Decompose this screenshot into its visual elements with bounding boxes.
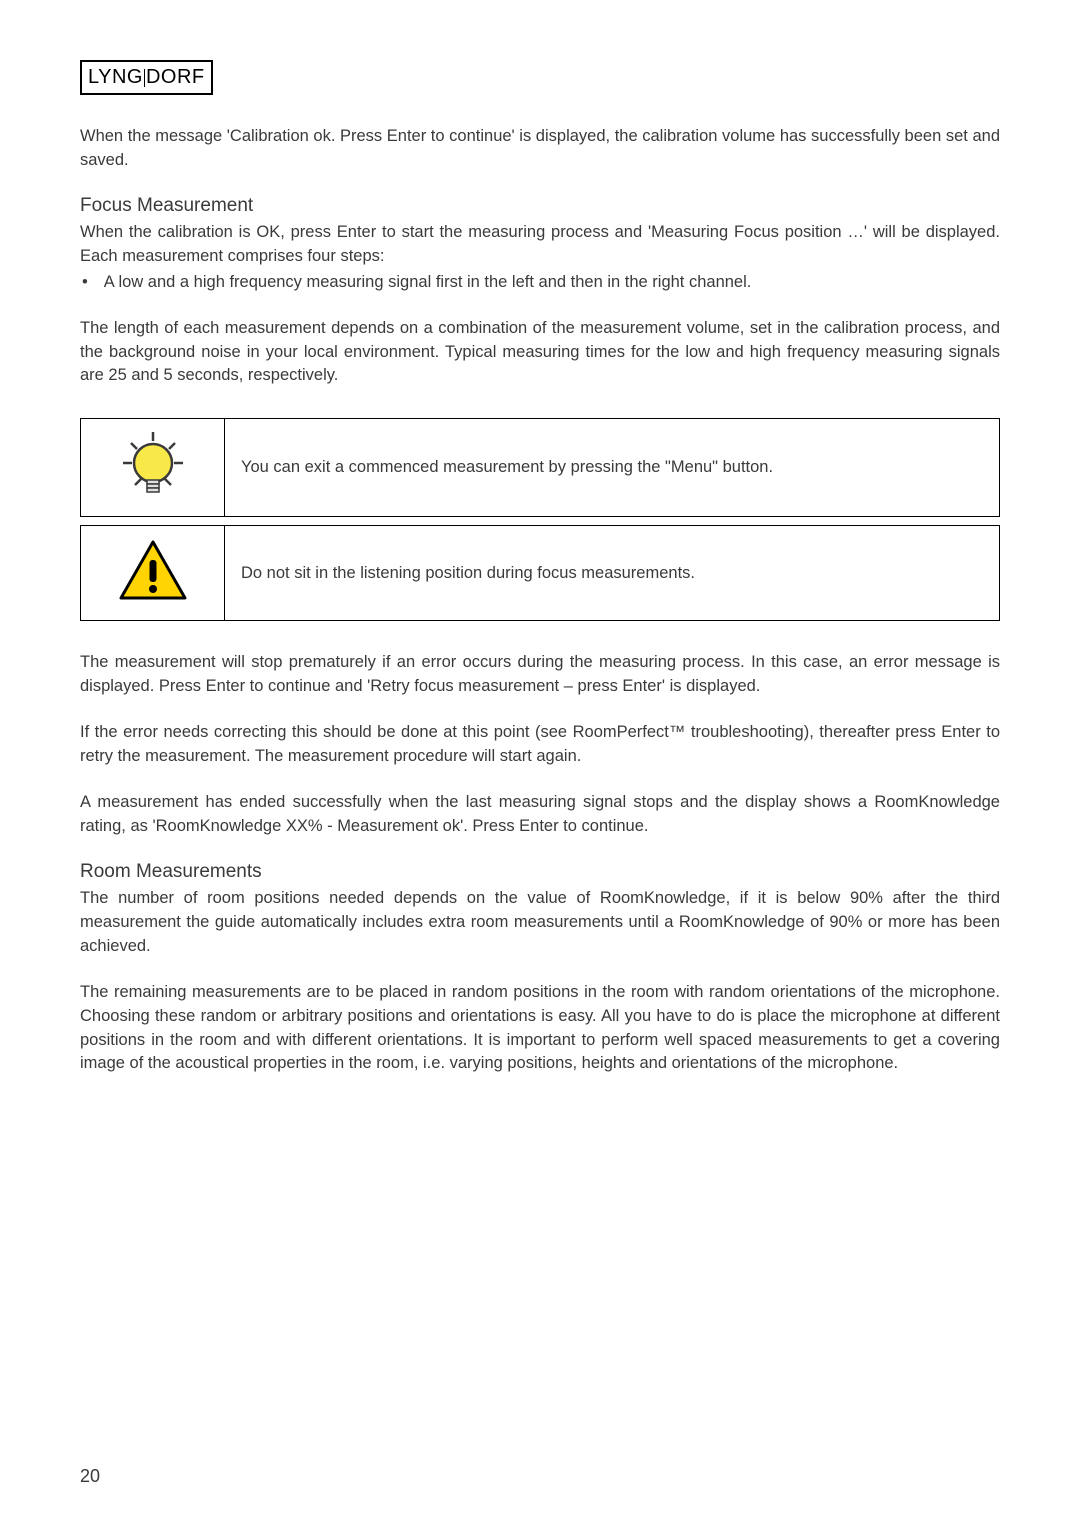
warning-icon-cell [80, 525, 225, 621]
focus-intro-paragraph: When the calibration is OK, press Enter … [80, 221, 1000, 269]
room-measurements-heading: Room Measurements [80, 861, 1000, 883]
measurement-length-paragraph: The length of each measurement depends o… [80, 317, 1000, 389]
warning-text: Do not sit in the listening position dur… [225, 525, 1000, 621]
warning-icon [117, 538, 189, 604]
brand-logo: LYNGDORF [80, 60, 213, 95]
remaining-measurements-paragraph: The remaining measurements are to be pla… [80, 981, 1000, 1077]
intro-paragraph: When the message 'Calibration ok. Press … [80, 125, 1000, 173]
table-row: Do not sit in the listening position dur… [80, 525, 1000, 621]
page-number: 20 [80, 1466, 100, 1487]
logo-text: LYNGDORF [88, 66, 205, 88]
lightbulb-icon-cell [80, 418, 225, 517]
lightbulb-icon [117, 429, 189, 501]
success-paragraph: A measurement has ended successfully whe… [80, 791, 1000, 839]
table-row: You can exit a commenced measurement by … [80, 418, 1000, 517]
tip-text: You can exit a commenced measurement by … [225, 418, 1000, 517]
focus-measurement-heading: Focus Measurement [80, 195, 1000, 217]
error-correction-paragraph: If the error needs correcting this shoul… [80, 721, 1000, 769]
bullet-item: • A low and a high frequency measuring s… [80, 271, 1000, 295]
bullet-marker: • [82, 271, 88, 295]
notes-table: You can exit a commenced measurement by … [80, 410, 1000, 629]
room-positions-paragraph: The number of room positions needed depe… [80, 887, 1000, 959]
error-paragraph: The measurement will stop prematurely if… [80, 651, 1000, 699]
bullet-text: A low and a high frequency measuring sig… [104, 271, 752, 295]
